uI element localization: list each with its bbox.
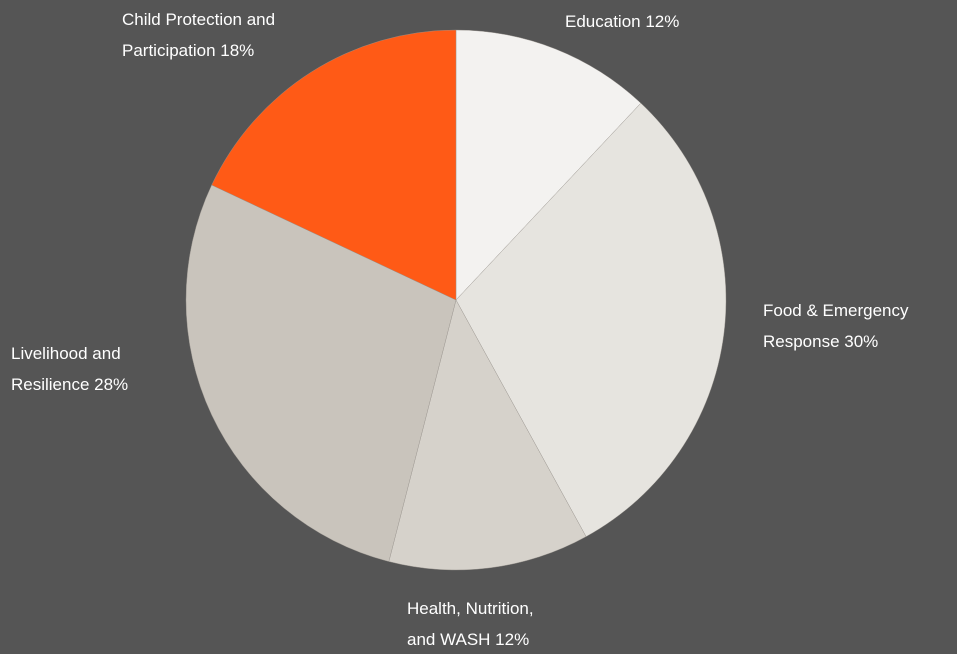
slice-label-education: Education 12% [565,6,679,37]
slice-label-line: Education 12% [565,12,680,31]
slice-label-line: Health, Nutrition, [407,599,534,618]
pie-slice-health-nutrition-and-wash [388,299,587,571]
slice-label-livelihood-resilience: Livelihood and Resilience 28% [11,338,128,400]
slice-label-line: and WASH 12% [407,630,530,649]
slice-label-line: Response 30% [763,332,879,351]
pie-slice-education [455,29,642,301]
slice-label-food-emergency: Food & Emergency Response 30% [763,295,909,357]
slice-label-line: Participation 18% [122,41,255,60]
slice-label-child-protection: Child Protection and Participation 18% [122,4,275,66]
pie-slice-child-protection-and-participation [211,29,457,301]
slice-label-line: Livelihood and [11,344,121,363]
slice-label-line: Child Protection and [122,10,276,29]
slice-label-line: Food & Emergency [763,301,909,320]
slice-label-line: Resilience 28% [11,375,129,394]
slice-label-health-nutrition-wash: Health, Nutrition, and WASH 12% [407,593,534,654]
pie-slice-food-emergency-response [455,102,727,537]
pie-slice-livelihood-and-resilience [185,184,457,562]
